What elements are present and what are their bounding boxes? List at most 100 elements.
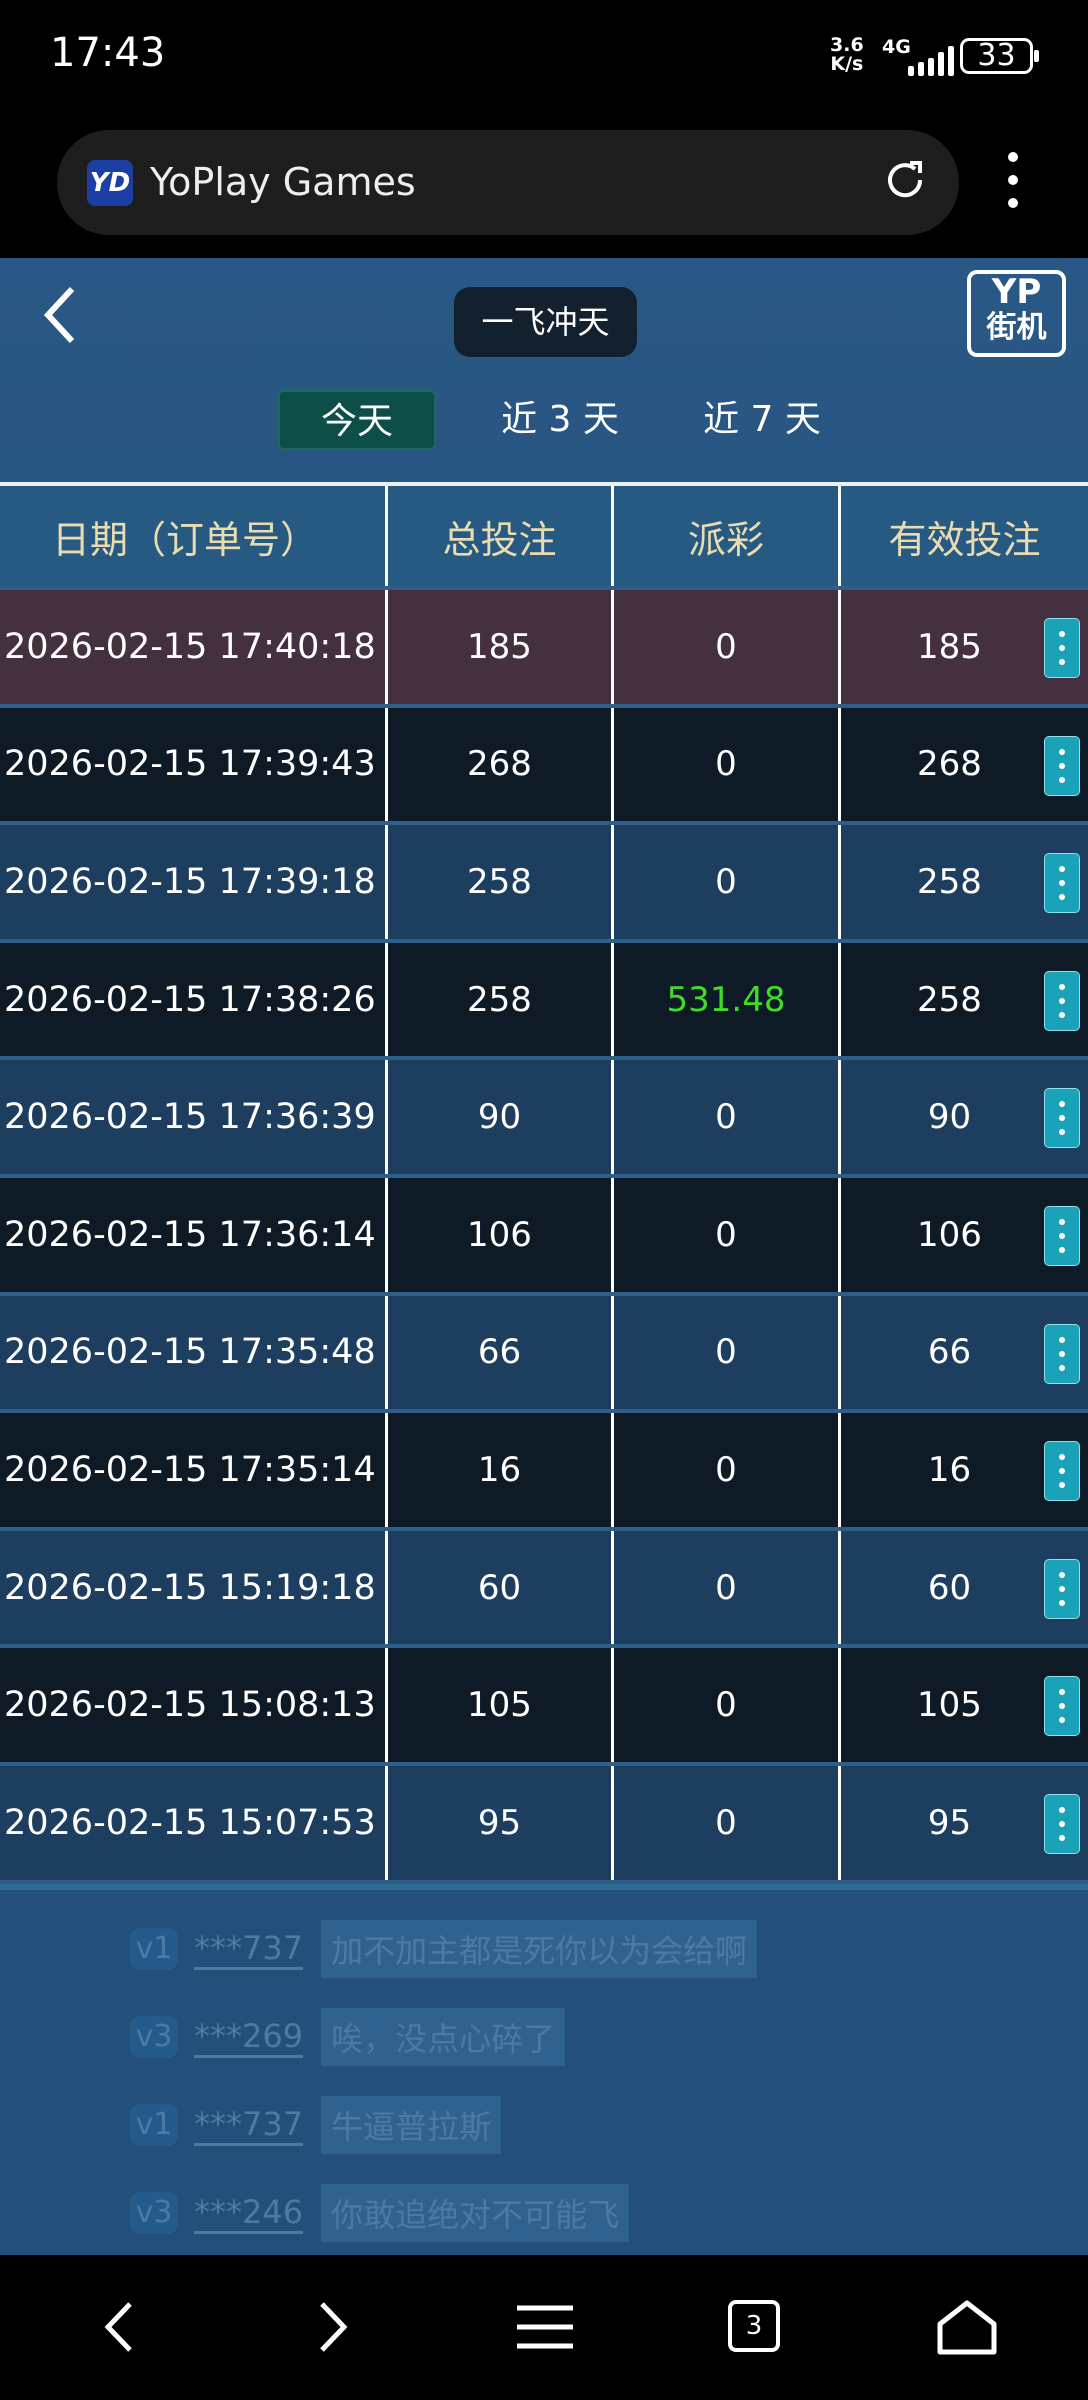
valid-bet: 16 <box>927 1449 972 1490</box>
row-menu-button[interactable] <box>1044 1323 1080 1384</box>
order-date: 2026-02-15 17:38:26 <box>0 942 388 1057</box>
total-bet: 106 <box>388 1177 614 1292</box>
col-date: 日期（订单号） <box>0 486 388 586</box>
total-bet: 258 <box>388 942 614 1057</box>
site-name[interactable]: YoPlay Games <box>150 160 416 204</box>
total-bet: 185 <box>388 590 614 704</box>
valid-bet: 185 <box>917 626 982 667</box>
table-row: 2026-02-15 17:36:39 90 0 90 <box>0 1060 1088 1178</box>
total-bet: 90 <box>388 1060 614 1174</box>
row-menu-button[interactable] <box>1044 735 1080 796</box>
table-header: 日期（订单号） 总投注 派彩 有效投注 <box>0 482 1088 590</box>
valid-bet: 268 <box>917 744 982 785</box>
chat-text: 唉，没点心碎了 <box>321 2008 566 2066</box>
clock: 17:43 <box>50 30 166 76</box>
row-menu-button[interactable] <box>1044 1088 1080 1149</box>
yp-logo: YP 街机 <box>967 270 1066 357</box>
payout: 0 <box>614 590 841 704</box>
payout: 0 <box>614 825 841 939</box>
status-bar <box>0 0 1088 130</box>
row-menu-button[interactable] <box>1044 970 1080 1031</box>
site-logo-icon: YD <box>87 160 133 206</box>
valid-bet: 66 <box>927 1332 972 1373</box>
row-menu-button[interactable] <box>1044 1676 1080 1737</box>
valid-bet: 258 <box>917 861 982 902</box>
table-row: 2026-02-15 15:19:18 60 0 60 <box>0 1530 1088 1649</box>
total-bet: 95 <box>388 1765 614 1880</box>
battery-cap <box>1034 50 1039 62</box>
col-total-bet: 总投注 <box>388 486 614 586</box>
chat-username[interactable]: ***269 <box>194 2017 304 2058</box>
chat-text: 牛逼普拉斯 <box>321 2096 502 2154</box>
valid-bet: 60 <box>927 1567 972 1608</box>
total-bet: 16 <box>388 1413 614 1527</box>
more-vert-icon[interactable] <box>1000 152 1026 212</box>
address-bar[interactable] <box>57 130 959 235</box>
reload-icon[interactable] <box>880 155 930 205</box>
total-bet: 60 <box>388 1530 614 1645</box>
payout: 0 <box>614 707 841 822</box>
payout: 0 <box>614 1413 841 1527</box>
table-row: 2026-02-15 17:35:48 66 0 66 <box>0 1295 1088 1414</box>
valid-bet: 106 <box>917 1214 982 1255</box>
row-menu-button[interactable] <box>1044 1793 1080 1854</box>
payout: 531.48 <box>614 942 841 1057</box>
row-menu-button[interactable] <box>1044 1441 1080 1502</box>
total-bet: 66 <box>388 1295 614 1410</box>
payout: 0 <box>614 1648 841 1762</box>
table-row: 2026-02-15 17:38:26 258 531.48 258 <box>0 942 1088 1061</box>
bet-history-table: 日期（订单号） 总投注 派彩 有效投注 2026-02-15 17:40:18 … <box>0 482 1088 1884</box>
home-icon[interactable] <box>936 2300 998 2356</box>
col-valid-bet: 有效投注 <box>888 517 1041 562</box>
back-arrow-icon[interactable] <box>40 285 80 345</box>
chat-message: v1 ***737 加不加主都是死你以为会给啊 <box>130 1920 758 1978</box>
row-menu-button[interactable] <box>1044 618 1080 678</box>
total-bet: 258 <box>388 825 614 939</box>
chat-text: 你敢追绝对不可能飞 <box>321 2184 630 2242</box>
tab-today[interactable]: 今天 <box>278 390 436 450</box>
total-bet: 105 <box>388 1648 614 1762</box>
nav-back-icon[interactable] <box>100 2300 140 2354</box>
tab-3-days[interactable]: 近 3 天 <box>501 399 619 440</box>
order-date: 2026-02-15 17:35:14 <box>0 1413 388 1527</box>
order-date: 2026-02-15 15:19:18 <box>0 1530 388 1645</box>
payout: 0 <box>614 1765 841 1880</box>
order-date: 2026-02-15 17:36:39 <box>0 1060 388 1174</box>
valid-bet: 90 <box>927 1097 972 1138</box>
chat-username[interactable]: ***246 <box>194 2193 304 2234</box>
valid-bet: 258 <box>917 979 982 1020</box>
total-bet: 268 <box>388 707 614 822</box>
network-type: 4G <box>882 36 911 58</box>
table-row: 2026-02-15 17:40:18 185 0 185 <box>0 590 1088 708</box>
logo-text-top: YP <box>991 272 1042 312</box>
order-date: 2026-02-15 15:08:13 <box>0 1648 388 1762</box>
payout: 0 <box>614 1530 841 1645</box>
valid-bet: 95 <box>927 1802 972 1843</box>
menu-icon[interactable] <box>515 2300 575 2354</box>
speed-value: 3.6 <box>830 34 864 56</box>
table-row: 2026-02-15 17:39:43 268 0 268 <box>0 707 1088 826</box>
col-payout: 派彩 <box>614 486 841 586</box>
chat-username[interactable]: ***737 <box>194 1929 304 1970</box>
valid-bet: 105 <box>917 1685 982 1726</box>
order-date: 2026-02-15 17:39:18 <box>0 825 388 939</box>
speed-unit: K/s <box>830 53 864 75</box>
payout: 0 <box>614 1295 841 1410</box>
order-date: 2026-02-15 17:35:48 <box>0 1295 388 1410</box>
table-row: 2026-02-15 15:07:53 95 0 95 <box>0 1765 1088 1884</box>
tab-7-days[interactable]: 近 7 天 <box>703 399 821 440</box>
row-menu-button[interactable] <box>1044 1205 1080 1266</box>
table-row: 2026-02-15 17:35:14 16 0 16 <box>0 1413 1088 1531</box>
nav-forward-icon[interactable] <box>312 2300 352 2354</box>
level-badge: v3 <box>130 2016 178 2058</box>
row-menu-button[interactable] <box>1044 1558 1080 1619</box>
row-menu-button[interactable] <box>1044 853 1080 914</box>
chat-username[interactable]: ***737 <box>194 2105 304 2146</box>
battery-icon: 33 <box>960 38 1033 74</box>
payout: 0 <box>614 1060 841 1174</box>
level-badge: v1 <box>130 2104 178 2146</box>
chat-panel: v1 ***737 加不加主都是死你以为会给啊 v3 ***269 唉，没点心碎了 v1 **… <box>0 1884 1088 2255</box>
logo-text-bottom: 街机 <box>986 310 1047 345</box>
order-date: 2026-02-15 15:07:53 <box>0 1765 388 1880</box>
tabs-count-button[interactable]: 3 <box>728 2300 780 2352</box>
